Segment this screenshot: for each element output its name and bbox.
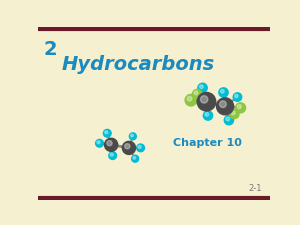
Circle shape [107, 141, 112, 146]
Circle shape [236, 103, 246, 113]
Circle shape [104, 138, 118, 151]
Circle shape [133, 156, 136, 159]
Circle shape [237, 105, 241, 109]
Circle shape [187, 96, 192, 101]
Circle shape [235, 94, 238, 98]
Circle shape [217, 98, 234, 115]
Circle shape [233, 93, 242, 101]
Circle shape [109, 152, 117, 160]
Circle shape [110, 153, 113, 156]
Text: Chapter 10: Chapter 10 [173, 137, 242, 148]
Circle shape [122, 141, 136, 154]
Circle shape [193, 89, 202, 99]
Circle shape [198, 83, 207, 92]
Circle shape [205, 112, 209, 116]
Circle shape [105, 131, 108, 134]
Circle shape [137, 144, 145, 152]
Circle shape [224, 116, 234, 125]
Circle shape [226, 117, 230, 121]
Circle shape [194, 91, 198, 95]
Circle shape [219, 88, 228, 97]
Circle shape [130, 134, 133, 137]
Circle shape [220, 101, 226, 108]
Circle shape [185, 94, 197, 106]
Circle shape [231, 111, 235, 115]
Circle shape [132, 155, 139, 162]
Text: 2-1: 2-1 [249, 184, 262, 193]
Text: 2: 2 [44, 40, 57, 59]
Circle shape [200, 85, 203, 88]
Circle shape [200, 96, 208, 103]
Circle shape [197, 92, 216, 111]
Circle shape [220, 90, 224, 93]
Text: Hydrocarbons: Hydrocarbons [61, 56, 215, 74]
Circle shape [96, 140, 104, 147]
Circle shape [125, 144, 130, 149]
Circle shape [203, 111, 213, 120]
Circle shape [230, 109, 239, 119]
Circle shape [103, 129, 111, 137]
Circle shape [129, 133, 136, 140]
Circle shape [138, 145, 141, 148]
Circle shape [97, 141, 100, 144]
